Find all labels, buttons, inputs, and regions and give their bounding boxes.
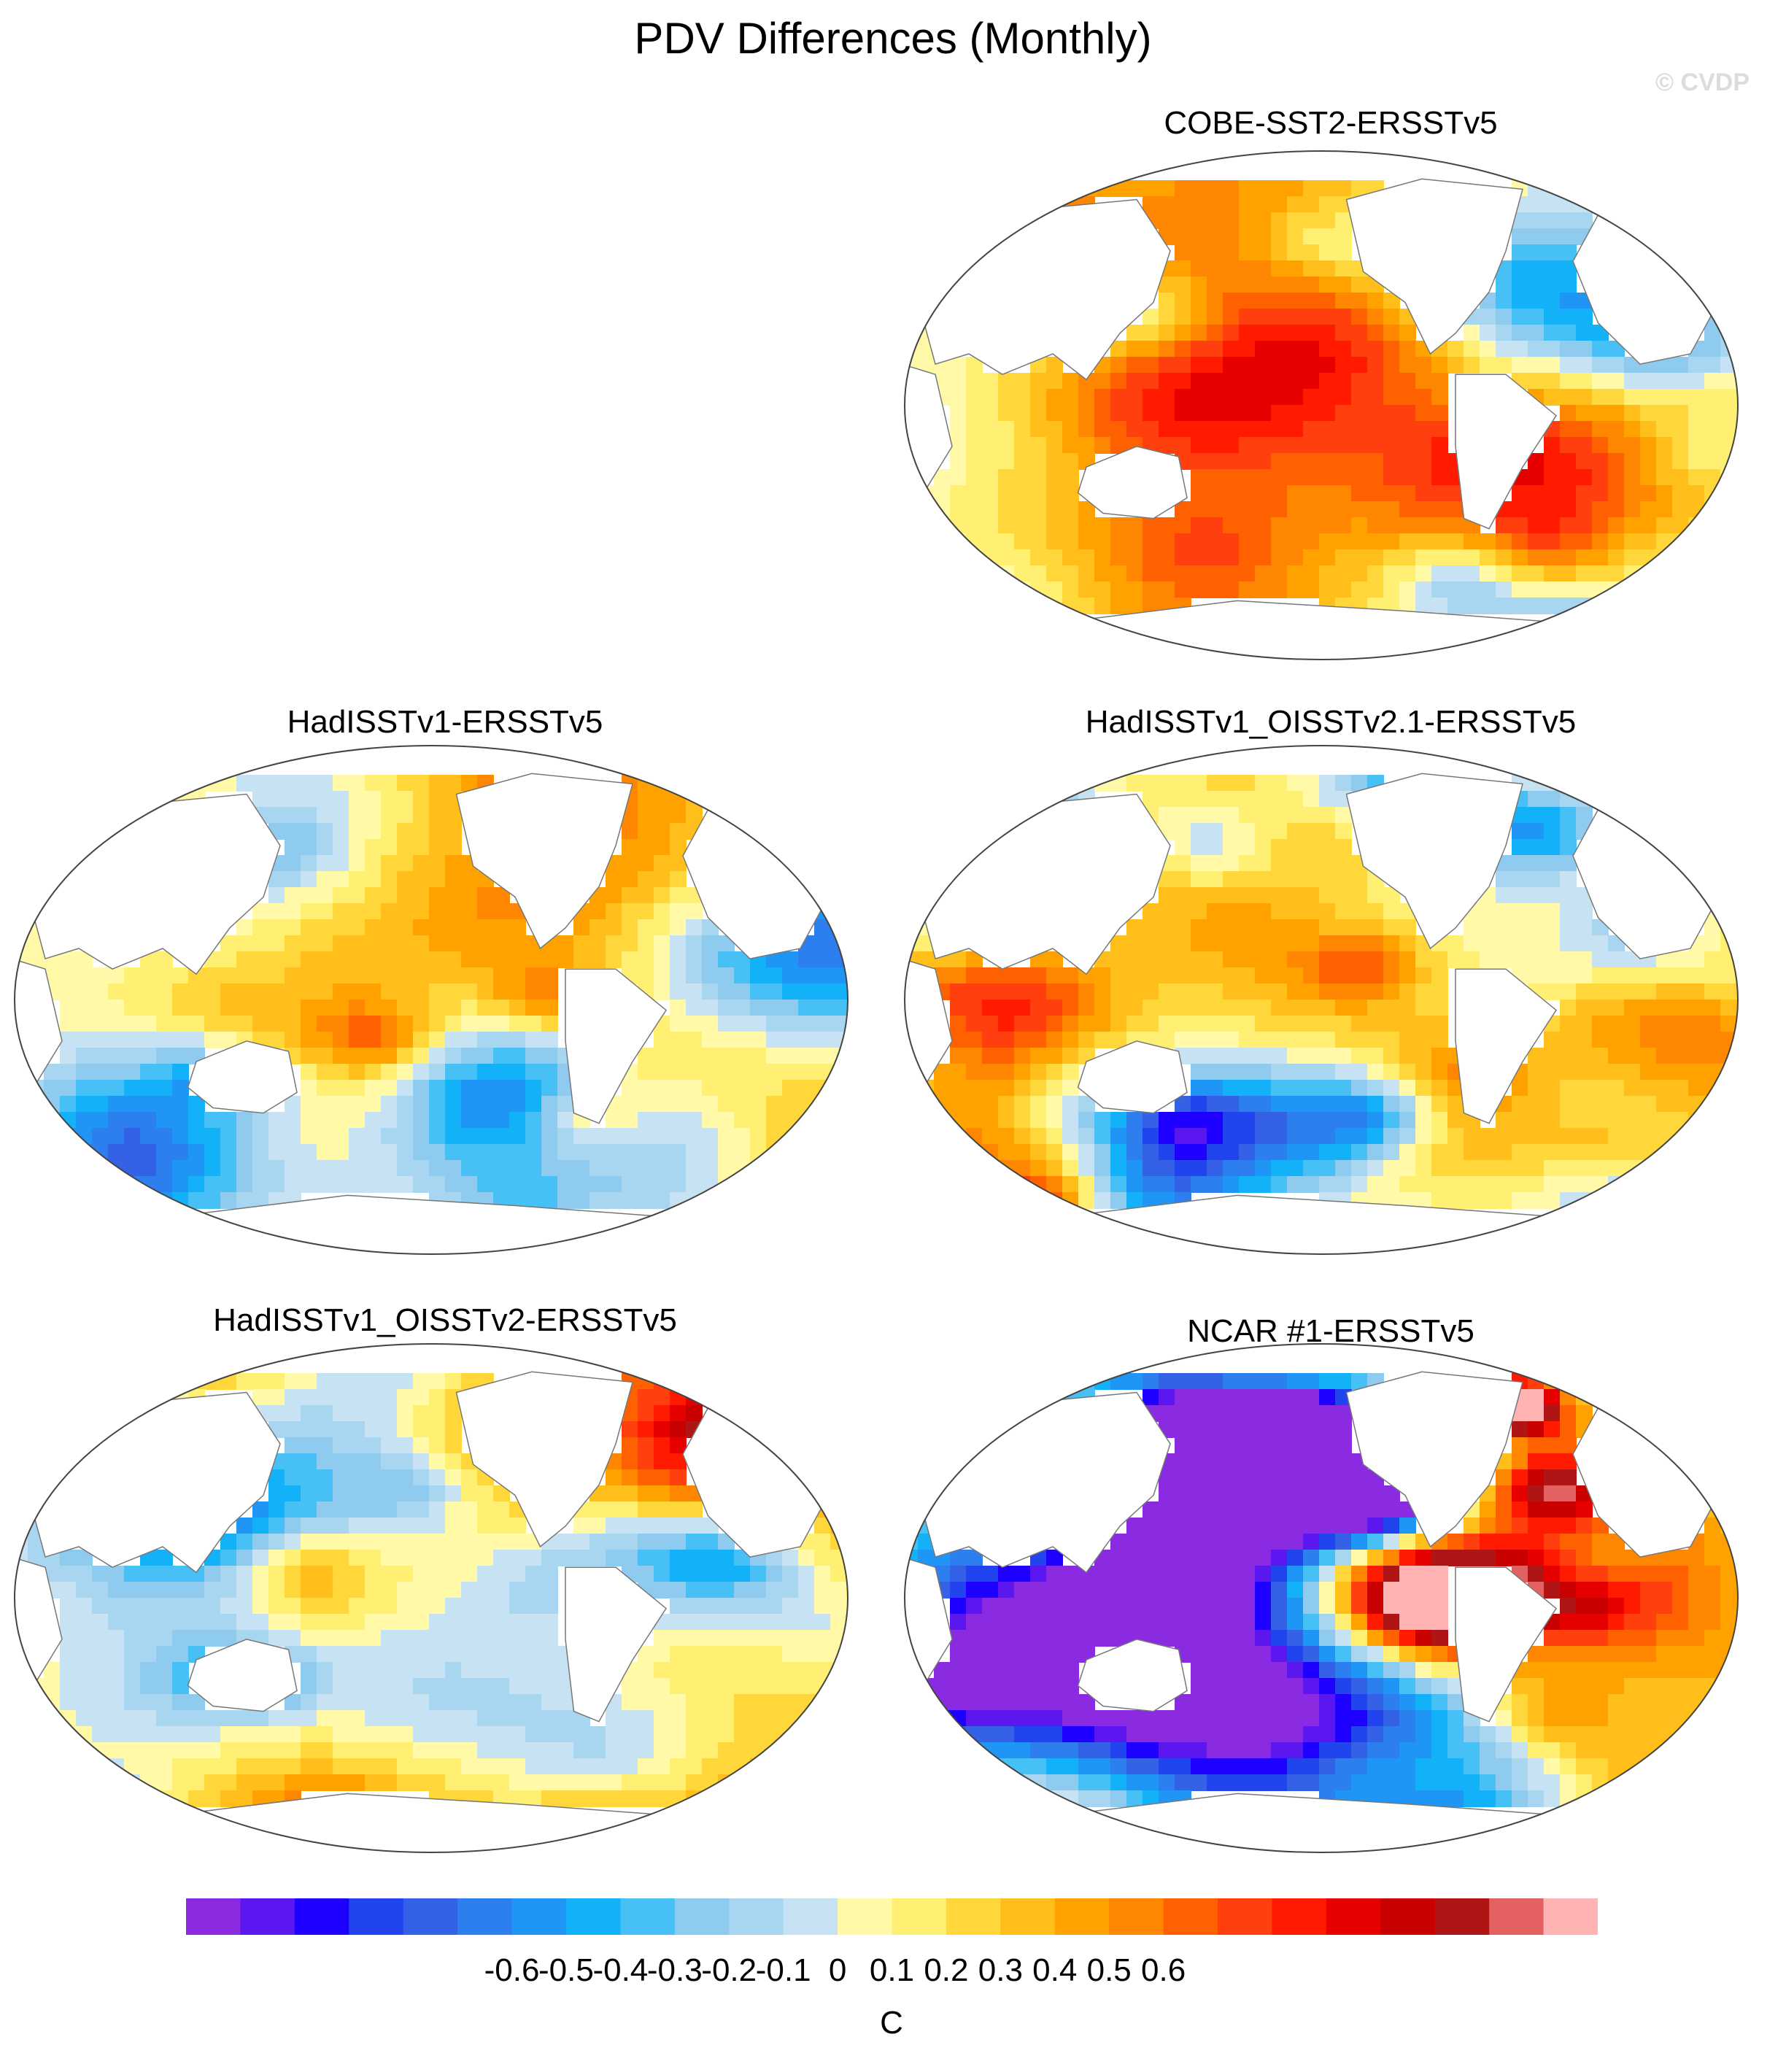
land-outline (1455, 968, 1557, 1124)
colorbar-swatch (1054, 1898, 1110, 1935)
land-outline (1077, 1639, 1188, 1712)
colorbar-swatch (240, 1898, 295, 1935)
colorbar-swatch (729, 1898, 784, 1935)
colorbar-swatch (1109, 1898, 1164, 1935)
colorbar-tick-label: 0.3 (978, 1952, 1023, 1988)
map-border (14, 745, 848, 1255)
land-outline (1345, 773, 1523, 950)
colorbar-swatch (186, 1898, 241, 1935)
colorbar-tick-label: 0.6 (1141, 1952, 1186, 1988)
colorbar-swatch (511, 1898, 567, 1935)
land-outline (905, 958, 953, 1083)
sst-difference-field (905, 775, 1738, 1209)
colorbar-swatch (457, 1898, 513, 1935)
colorbar-swatch (1272, 1898, 1327, 1935)
land-outline (1345, 1371, 1523, 1548)
colorbar-swatch (565, 1898, 621, 1935)
panel-title-cobe: COBE-SST2-ERSSTv5 (1164, 105, 1498, 141)
land-outline (565, 1566, 667, 1723)
colorbar-tick-label: 0.1 (869, 1952, 915, 1988)
colorbar-tick-label: 0.4 (1032, 1952, 1078, 1988)
colorbar-swatch (892, 1898, 947, 1935)
land-outline (187, 1639, 298, 1712)
land-outline (1455, 374, 1557, 530)
watermark: © CVDP (1655, 69, 1750, 96)
colorbar-swatch (1380, 1898, 1436, 1935)
colorbar-swatch (1489, 1898, 1545, 1935)
map-border (904, 1343, 1739, 1853)
colorbar-swatch (294, 1898, 349, 1935)
colorbar-swatch (620, 1898, 676, 1935)
colorbar-tick-label: -0.1 (755, 1952, 811, 1988)
colorbar-swatch (403, 1898, 458, 1935)
colorbar-tick-label: -0.6 (484, 1952, 540, 1988)
colorbar-swatch (1543, 1898, 1598, 1935)
figure-title: PDV Differences (Monthly) (634, 14, 1152, 63)
colorbar-tick-label: 0.2 (924, 1952, 969, 1988)
colorbar (186, 1898, 1598, 1935)
colorbar-swatch (1163, 1898, 1218, 1935)
land-outline (1077, 1040, 1188, 1114)
land-outline (905, 363, 953, 489)
map-border (904, 745, 1739, 1255)
map-panel-cobe (904, 150, 1739, 660)
land-outline (455, 773, 633, 950)
colorbar-tick-label: -0.3 (646, 1952, 703, 1988)
colorbar-swatch (946, 1898, 1001, 1935)
colorbar-swatch (674, 1898, 730, 1935)
map-panel-hadisst (14, 745, 848, 1255)
land-outline (565, 968, 667, 1124)
colorbar-swatch (1218, 1898, 1273, 1935)
land-outline (905, 1556, 953, 1682)
panel-title-hadisst-oisst2: HadISSTv1_OISSTv2-ERSSTv5 (213, 1302, 677, 1338)
land-outline (1345, 178, 1523, 355)
land-outline (15, 958, 63, 1083)
colorbar-tick-label: 0.5 (1086, 1952, 1132, 1988)
colorbar-swatch (1434, 1898, 1490, 1935)
land-outline (1455, 1566, 1557, 1723)
land-outline (1077, 446, 1188, 519)
land-outline (187, 1040, 298, 1114)
colorbar-tick-label: -0.4 (592, 1952, 649, 1988)
colorbar-swatch (838, 1898, 893, 1935)
map-border (14, 1343, 848, 1853)
map-panel-hadisst-oisst2 (14, 1343, 848, 1853)
panel-title-hadisst-oisst21: HadISSTv1_OISSTv2.1-ERSSTv5 (1085, 704, 1577, 740)
panel-title-hadisst: HadISSTv1-ERSSTv5 (287, 704, 603, 740)
colorbar-tick-label: -0.2 (701, 1952, 757, 1988)
colorbar-swatch (349, 1898, 404, 1935)
map-border (904, 150, 1739, 660)
land-outline (15, 1556, 63, 1682)
panel-title-ncar: NCAR #1-ERSSTv5 (1187, 1313, 1474, 1349)
colorbar-tick-label: -0.5 (538, 1952, 594, 1988)
land-outline (455, 1371, 633, 1548)
colorbar-swatch (1000, 1898, 1056, 1935)
colorbar-tick-label: 0 (828, 1952, 847, 1988)
map-panel-ncar (904, 1343, 1739, 1853)
colorbar-swatch (1326, 1898, 1381, 1935)
colorbar-swatch (783, 1898, 838, 1935)
map-panel-hadisst-oisst21 (904, 745, 1739, 1255)
colorbar-unit: C (880, 2005, 903, 2041)
